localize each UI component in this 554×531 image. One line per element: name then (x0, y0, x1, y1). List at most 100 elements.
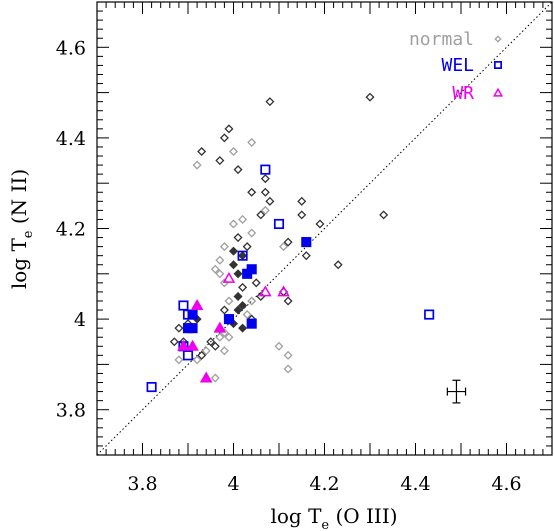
point-normal (238, 282, 248, 292)
y-axis-title-sub: e (21, 230, 36, 238)
error-bar (446, 379, 467, 404)
point-wr (177, 339, 190, 351)
point-normal (279, 242, 289, 252)
point-normal (315, 219, 325, 229)
x-tick-label: 4 (227, 473, 239, 495)
y-tick-label: 4 (74, 309, 86, 331)
point-normal (301, 251, 311, 261)
point-wr (277, 285, 290, 297)
legend-marker-normal (494, 35, 502, 43)
y-axis-title-main: log T (7, 238, 31, 290)
point-normal (283, 237, 293, 247)
point-normal (247, 187, 257, 197)
point-wel (178, 300, 189, 311)
data-points (146, 92, 435, 393)
point-normal (297, 196, 307, 206)
point-normal (219, 133, 229, 143)
point-normal (283, 364, 293, 374)
point-normal (260, 174, 270, 184)
point-normal (197, 146, 207, 157)
point-normal (228, 219, 239, 229)
point-normal (247, 296, 257, 306)
point-normal (265, 196, 275, 206)
point-normal (297, 210, 307, 220)
point-normal (365, 92, 375, 102)
point-normal (238, 300, 248, 311)
x-axis-title-suffix: (O III) (329, 504, 397, 528)
point-normal (174, 355, 184, 365)
point-normal (265, 97, 275, 107)
point-normal (174, 323, 184, 333)
point-normal (274, 341, 284, 351)
point-normal (233, 233, 243, 243)
point-normal (238, 323, 248, 333)
legend-label-wr: WR (452, 83, 474, 104)
y-axis-title: log Te (N II) (7, 169, 36, 289)
point-normal (247, 228, 257, 238)
point-wel (260, 164, 271, 175)
point-wel (237, 250, 248, 261)
point-normal (201, 346, 211, 356)
point-normal (210, 373, 220, 383)
point-normal (215, 332, 225, 342)
point-normal (215, 269, 225, 279)
point-normal (197, 350, 207, 360)
point-wel (187, 309, 198, 320)
point-wr (199, 371, 213, 383)
point-normal (219, 305, 229, 315)
point-normal (283, 296, 293, 306)
point-normal (238, 214, 248, 224)
point-wel (182, 350, 194, 361)
point-wr (186, 339, 199, 351)
point-normal (224, 332, 234, 342)
legend-marker-wr (492, 87, 504, 97)
point-normal (228, 146, 239, 157)
point-normal (224, 124, 234, 134)
point-wel (273, 218, 285, 230)
point-wel (223, 314, 234, 325)
point-normal (260, 187, 270, 197)
point-wel (187, 323, 198, 334)
point-wel (146, 382, 157, 393)
x-axis-title-main: log T (270, 504, 322, 528)
y-tick-label: 4.2 (56, 219, 86, 241)
point-normal (210, 264, 220, 274)
point-wel (424, 309, 435, 320)
point-normal (233, 291, 243, 301)
point-normal (233, 165, 243, 175)
point-wr (222, 271, 236, 283)
y-axis-title-suffix: (N II) (7, 169, 31, 231)
point-normal (224, 296, 234, 306)
point-normal (192, 160, 202, 170)
point-normal (242, 310, 252, 320)
point-wel (301, 237, 312, 248)
point-normal (219, 346, 229, 356)
point-normal (283, 350, 293, 360)
point-wel (246, 318, 257, 329)
legend-label-normal: normal (409, 29, 474, 50)
x-tick-label: 3.8 (127, 473, 157, 495)
y-tick-label: 3.8 (56, 400, 86, 422)
point-normal (192, 355, 202, 365)
x-axis-title-sub: e (321, 518, 329, 531)
point-normal (247, 137, 257, 147)
y-tick-label: 4.6 (56, 37, 86, 59)
y-tick-label: 4.4 (56, 128, 86, 150)
point-normal (210, 341, 220, 351)
point-normal (215, 255, 225, 265)
axis-ticks: 3.8 4 4.2 4.4 4.6 3.8 4 4.2 4.4 4.6 (56, 1, 553, 495)
point-normal (260, 205, 270, 215)
identity-line (96, 1, 553, 456)
point-wr (259, 285, 272, 297)
x-tick-label: 4.2 (309, 473, 339, 495)
point-normal (379, 210, 389, 220)
point-wr (190, 298, 204, 311)
point-normal (228, 260, 239, 270)
legend: normal WEL WR (409, 29, 504, 104)
point-normal (169, 337, 179, 347)
point-normal (251, 278, 261, 288)
point-normal (233, 269, 243, 279)
point-normal (233, 305, 243, 315)
point-normal (219, 242, 229, 252)
